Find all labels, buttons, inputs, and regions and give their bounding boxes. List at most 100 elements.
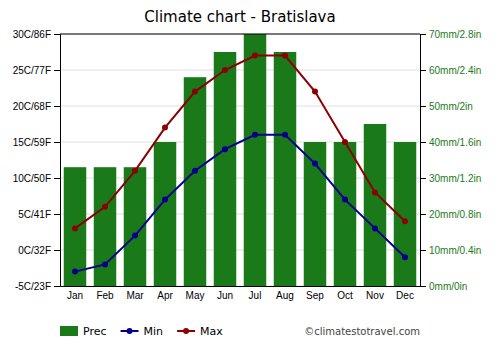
- axis-line: [61, 286, 421, 287]
- tick-label: Aug: [276, 290, 294, 301]
- tick-label: 5C/41F: [18, 209, 51, 220]
- plot-frame: [60, 34, 420, 35]
- axis-line: [54, 35, 61, 287]
- tick-label: Oct: [337, 290, 353, 301]
- legend-swatch: [127, 328, 133, 334]
- point: [342, 139, 348, 145]
- tick-label: Sep: [306, 290, 324, 301]
- point: [162, 125, 168, 131]
- point: [402, 254, 408, 260]
- legend-item: Prec: [60, 325, 107, 338]
- legend-swatch: [183, 328, 189, 334]
- tick-mark: [420, 34, 426, 35]
- tick: Nov: [366, 290, 384, 301]
- tick: 60mm/2.4in: [420, 65, 481, 76]
- point: [72, 225, 78, 231]
- tick-mark: [420, 214, 426, 215]
- bar-series: [64, 34, 417, 286]
- tick-label: 20mm/0.8in: [429, 209, 481, 220]
- tick: -5C/23F: [15, 281, 60, 292]
- tick-label: Dec: [396, 290, 414, 301]
- tick-label: Jun: [217, 290, 233, 301]
- point: [132, 168, 138, 174]
- point: [222, 146, 228, 152]
- legend-label: Min: [144, 325, 164, 338]
- tick-mark: [54, 106, 60, 107]
- legend: Prec Min Max: [60, 325, 223, 338]
- tick-label: 10mm/0.4in: [429, 245, 481, 256]
- tick: 50mm/2in: [420, 101, 473, 112]
- tick-mark: [54, 142, 60, 143]
- tick-mark: [54, 34, 60, 35]
- tick: Jul: [249, 290, 262, 301]
- tick-label: 50mm/2in: [429, 101, 473, 112]
- tick: 70mm/2.8in: [420, 29, 481, 40]
- grid-line: [60, 34, 420, 35]
- tick: Apr: [157, 290, 173, 301]
- tick-mark: [420, 70, 426, 71]
- tick-mark: [420, 250, 426, 251]
- point: [72, 269, 78, 275]
- tick-mark: [54, 214, 60, 215]
- tick-label: Nov: [366, 290, 384, 301]
- tick: Sep: [306, 290, 324, 301]
- point: [342, 197, 348, 203]
- point: [222, 67, 228, 73]
- line-series: [72, 53, 408, 232]
- line: [75, 56, 405, 229]
- tick: 30mm/1.2in: [420, 173, 481, 184]
- grid-line: [60, 106, 420, 107]
- point: [312, 161, 318, 167]
- tick-label: 60mm/2.4in: [429, 65, 481, 76]
- line-series: [72, 132, 408, 275]
- tick: 0C/32F: [18, 245, 60, 256]
- tick-label: 40mm/1.6in: [429, 137, 481, 148]
- tick: Jan: [67, 290, 83, 301]
- grid: [60, 34, 420, 286]
- point: [282, 132, 288, 138]
- bar: [274, 52, 297, 286]
- annotation: ©climatestotravel.com: [304, 326, 420, 337]
- point: [102, 204, 108, 210]
- bar: [244, 34, 267, 286]
- point: [312, 89, 318, 95]
- bar: [94, 167, 117, 286]
- line: [75, 135, 405, 272]
- tick-mark: [420, 142, 426, 143]
- tick-label: -5C/23F: [15, 281, 51, 292]
- point: [132, 233, 138, 239]
- tick-mark: [420, 178, 426, 179]
- x-axis: Jan Feb Mar Apr May Jun Jul Aug Sep Oct Nov Dec: [61, 287, 421, 302]
- point: [282, 53, 288, 59]
- tick-label: May: [186, 290, 205, 301]
- tick-mark: [420, 286, 426, 287]
- tick: Jun: [217, 290, 233, 301]
- tick: Oct: [337, 290, 353, 301]
- tick-label: Jul: [249, 290, 262, 301]
- tick-mark: [420, 106, 426, 107]
- tick-mark: [54, 70, 60, 71]
- tick-label: 10C/50F: [13, 173, 51, 184]
- point: [192, 89, 198, 95]
- chart: -5C/23F0C/32F5C/41F10C/50F15C/59F20C/68F…: [0, 0, 500, 350]
- legend-label: Max: [200, 325, 223, 338]
- tick: 20C/68F: [13, 101, 60, 112]
- point: [372, 225, 378, 231]
- tick: 0mm/0in: [420, 281, 467, 292]
- tick-label: 20C/68F: [13, 101, 51, 112]
- tick: Feb: [96, 290, 114, 301]
- legend-item: Max: [177, 325, 223, 338]
- tick-label: 0mm/0in: [429, 281, 467, 292]
- bar: [304, 142, 327, 286]
- tick: Mar: [126, 290, 144, 301]
- tick-label: 30mm/1.2in: [429, 173, 481, 184]
- y2-axis: 0mm/0in 10mm/0.4in 20mm/0.8in 30mm/1.2in 40m…: [420, 29, 481, 292]
- bar: [364, 124, 387, 286]
- point: [252, 132, 258, 138]
- tick: May: [186, 290, 205, 301]
- tick: 5C/41F: [18, 209, 60, 220]
- tick: 25C/77F: [13, 65, 60, 76]
- bar: [64, 167, 87, 286]
- tick-label: 30C/86F: [13, 29, 51, 40]
- tick-label: Mar: [126, 290, 144, 301]
